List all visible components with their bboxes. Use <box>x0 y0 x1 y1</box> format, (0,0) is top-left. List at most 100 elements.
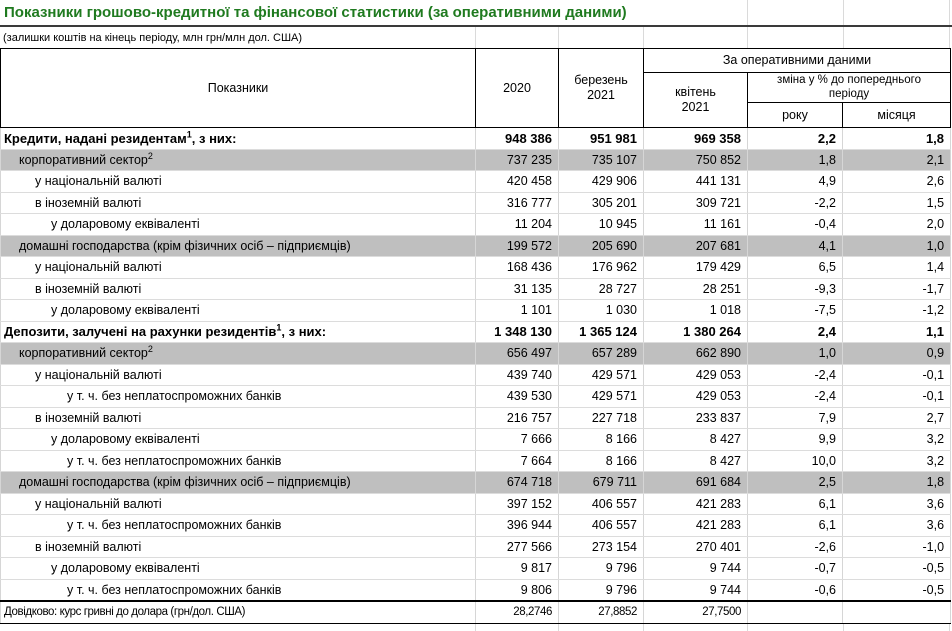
row-label-suffix: , з них: <box>191 130 237 146</box>
row-label-text: в іноземній валюті <box>35 410 142 425</box>
table-body: Кредити, надані резидентам1, з них: 948 … <box>0 127 952 624</box>
row-label: у національній валюті <box>0 364 476 386</box>
change-year-pct: 9,9 <box>747 428 843 451</box>
value-april-2021: 8 427 <box>643 428 748 451</box>
footnote-ref: 2 <box>147 344 153 355</box>
change-month-pct: 1,8 <box>841 471 952 494</box>
change-month-pct: 2,0 <box>841 213 952 236</box>
value-march-2021: 1 365 124 <box>558 320 644 343</box>
change-year-pct <box>747 599 843 624</box>
value-march-2021: 205 690 <box>558 235 644 257</box>
change-year-pct: 10,0 <box>747 450 843 472</box>
row-label-text: у т. ч. без неплатоспроможних банків <box>67 453 282 468</box>
table-row: домашні господарства (крім фізичних осіб… <box>0 471 952 494</box>
value-2020: 397 152 <box>475 493 559 515</box>
row-label-text: у т. ч. без неплатоспроможних банків <box>67 389 282 404</box>
table-row: Депозити, залучені на рахунки резидентів… <box>0 320 952 343</box>
change-year-pct: -2,2 <box>747 192 843 214</box>
table-row: Довідково: курс гривні до долара (грн/до… <box>0 599 952 624</box>
value-march-2021: 10 945 <box>558 213 644 236</box>
row-label-text: у т. ч. без неплатоспроможних банків <box>67 582 282 597</box>
value-march-2021: 227 718 <box>558 407 644 429</box>
subtitle-row: (залишки коштів на кінець періоду, млн г… <box>0 27 952 48</box>
value-2020: 656 497 <box>475 342 559 365</box>
row-label: у доларовому еквіваленті <box>0 428 476 451</box>
change-year-pct: -0,6 <box>747 579 843 601</box>
row-label: домашні господарства (крім фізичних осіб… <box>0 471 476 494</box>
change-year-pct: -0,4 <box>747 213 843 236</box>
value-march-2021: 8 166 <box>558 450 644 472</box>
row-label-text: в іноземній валюті <box>35 195 142 210</box>
header-change-group: зміна у % до попереднього періоду <box>746 72 952 103</box>
change-year-pct: 7,9 <box>747 407 843 429</box>
change-month-pct: 1,1 <box>841 320 952 343</box>
row-label-text: в іноземній валюті <box>35 539 142 554</box>
row-label-text: у доларовому еквіваленті <box>51 217 200 232</box>
change-month-pct: 0,9 <box>841 342 952 365</box>
row-label: у національній валюті <box>0 170 476 193</box>
value-march-2021: 657 289 <box>558 342 644 365</box>
row-label: у доларовому еквіваленті <box>0 557 476 580</box>
value-april-2021: 27,7500 <box>643 599 748 624</box>
row-label: Депозити, залучені на рахунки резидентів… <box>0 320 476 343</box>
gridline <box>475 27 476 48</box>
table-row: у доларовому еквіваленті 11 204 10 945 1… <box>0 213 952 236</box>
value-march-2021: 305 201 <box>558 192 644 214</box>
row-label-text: у національній валюті <box>35 367 162 382</box>
change-year-pct: -0,7 <box>747 557 843 580</box>
change-month-pct: 1,0 <box>841 235 952 257</box>
change-month-pct: 3,6 <box>841 514 952 537</box>
table-row: Кредити, надані резидентам1, з них: 948 … <box>0 127 952 150</box>
change-month-pct: -1,0 <box>841 536 952 558</box>
value-april-2021: 28 251 <box>643 278 748 300</box>
row-label-text: у національній валюті <box>35 496 162 511</box>
row-label-text: домашні господарства (крім фізичних осіб… <box>19 475 351 490</box>
value-april-2021: 421 283 <box>643 493 748 515</box>
change-month-pct: 1,8 <box>841 127 952 150</box>
header-vs-month: місяця <box>841 102 952 128</box>
row-label: домашні господарства (крім фізичних осіб… <box>0 235 476 257</box>
gridline <box>643 27 644 48</box>
change-month-pct: 3,2 <box>841 428 952 451</box>
value-2020: 9 817 <box>475 557 559 580</box>
change-month-pct: -1,7 <box>841 278 952 300</box>
table-row: у т. ч. без неплатоспроможних банків 7 6… <box>0 450 952 472</box>
table-row: у т. ч. без неплатоспроможних банків 396… <box>0 514 952 537</box>
header-indicators: Показники <box>0 48 476 128</box>
table-row: корпоративний сектор2 737 235 735 107 75… <box>0 149 952 171</box>
value-april-2021: 691 684 <box>643 471 748 494</box>
value-april-2021: 441 131 <box>643 170 748 193</box>
table-row: в іноземній валюті 31 135 28 727 28 251 … <box>0 278 952 300</box>
change-year-pct: -9,3 <box>747 278 843 300</box>
change-year-pct: -7,5 <box>747 299 843 322</box>
value-april-2021: 9 744 <box>643 579 748 601</box>
value-april-2021: 233 837 <box>643 407 748 429</box>
bottom-strip <box>0 624 952 631</box>
change-year-pct: 6,5 <box>747 256 843 279</box>
change-year-pct: 1,8 <box>747 149 843 171</box>
row-label-text: у доларовому еквіваленті <box>51 432 200 447</box>
table-row: корпоративний сектор2 656 497 657 289 66… <box>0 342 952 365</box>
row-label: Кредити, надані резидентам1, з них: <box>0 127 476 150</box>
header-operational-group: За оперативними даними <box>642 48 952 73</box>
change-month-pct: -0,5 <box>841 579 952 601</box>
row-label: Довідково: курс гривні до долара (грн/до… <box>0 599 476 624</box>
table-row: у доларовому еквіваленті 1 101 1 030 1 0… <box>0 299 952 322</box>
gridline <box>843 624 844 631</box>
value-march-2021: 679 711 <box>558 471 644 494</box>
value-march-2021: 1 030 <box>558 299 644 322</box>
gridline <box>475 624 476 631</box>
table-row: у національній валюті 168 436 176 962 17… <box>0 256 952 279</box>
gridline <box>643 624 644 631</box>
value-march-2021: 429 906 <box>558 170 644 193</box>
gridline <box>843 0 844 25</box>
change-month-pct <box>841 599 952 624</box>
change-year-pct: 4,9 <box>747 170 843 193</box>
row-label: в іноземній валюті <box>0 407 476 429</box>
change-year-pct: -2,4 <box>747 364 843 386</box>
row-label: в іноземній валюті <box>0 278 476 300</box>
header-march-2021: березень 2021 <box>558 48 644 128</box>
row-label-text: Депозити, залучені на рахунки резидентів <box>4 324 277 340</box>
table-row: в іноземній валюті 277 566 273 154 270 4… <box>0 536 952 558</box>
